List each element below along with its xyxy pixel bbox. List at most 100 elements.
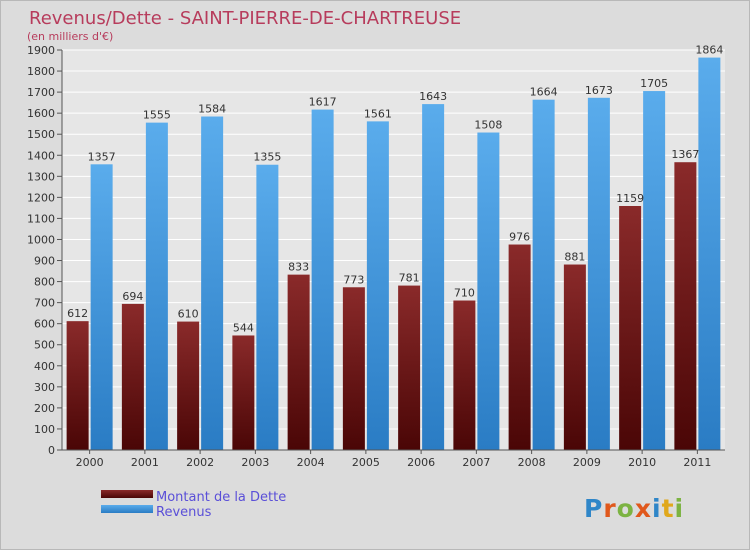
data-label: 1357	[88, 150, 116, 163]
y-tick-label: 900	[34, 255, 55, 268]
data-label: 1584	[198, 103, 226, 116]
bar-revenus	[90, 164, 113, 450]
bar-debt	[232, 335, 255, 450]
data-label: 1508	[474, 119, 502, 132]
logo-letter: o	[617, 494, 635, 523]
y-tick-label: 600	[34, 318, 55, 331]
data-label: 1367	[671, 148, 699, 161]
y-tick-label: 400	[34, 360, 55, 373]
y-tick-label: 1900	[27, 44, 55, 57]
data-label: 781	[399, 272, 420, 285]
bar-revenus	[366, 121, 389, 451]
chart-subtitle: (en milliers d'€)	[27, 30, 113, 43]
bar-revenus	[477, 132, 500, 451]
plot-area	[62, 50, 725, 450]
bar-debt	[177, 321, 200, 450]
bar-revenus	[256, 164, 279, 450]
legend-label-debt: Montant de la Dette	[156, 490, 286, 505]
y-tick-label: 800	[34, 276, 55, 289]
data-label: 833	[288, 261, 309, 274]
x-tick-label: 2004	[297, 456, 325, 469]
bar-debt	[453, 300, 476, 450]
data-label: 1561	[364, 107, 392, 120]
bars	[66, 57, 721, 451]
logo-letter: P	[584, 494, 603, 523]
bar-revenus	[145, 122, 168, 450]
bar-revenus	[532, 99, 555, 451]
chart-title: Revenus/Dette - SAINT-PIERRE-DE-CHARTREU…	[29, 8, 461, 29]
data-label: 710	[454, 287, 475, 300]
bar-debt	[66, 321, 89, 450]
bar-debt	[342, 287, 365, 450]
x-axis-ticks: 2000 2001 2002 2003 2004 2005 2006 2007 2008 2009…	[76, 450, 711, 469]
y-tick-label: 1000	[27, 233, 55, 246]
data-label: 1664	[530, 86, 558, 99]
y-axis-ticks: 0 100 200 300 400 500 600 700 800 900 1000 1100 1200…	[27, 44, 62, 457]
bar-debt	[619, 206, 642, 450]
y-tick-label: 1300	[27, 170, 55, 183]
data-label: 1159	[616, 192, 644, 205]
x-tick-label: 2008	[518, 456, 546, 469]
legend: Montant de la Dette Revenus	[101, 490, 286, 520]
grid-lines	[62, 49, 725, 451]
data-label: 1673	[585, 84, 613, 97]
x-tick-label: 2010	[628, 456, 656, 469]
x-tick-label: 2002	[186, 456, 214, 469]
data-label: 612	[67, 307, 88, 320]
x-tick-label: 2000	[76, 456, 104, 469]
bar-debt	[121, 303, 144, 450]
data-label: 976	[509, 231, 530, 244]
logo-letter: x	[635, 494, 652, 523]
x-tick-label: 2005	[352, 456, 380, 469]
bar-debt	[674, 162, 697, 451]
x-tick-label: 2006	[407, 456, 435, 469]
y-tick-label: 500	[34, 339, 55, 352]
data-label: 1864	[695, 44, 723, 57]
bar-revenus	[422, 104, 445, 451]
y-tick-label: 1800	[27, 65, 55, 78]
y-tick-label: 700	[34, 297, 55, 310]
y-tick-label: 200	[34, 402, 55, 415]
bar-revenus	[201, 116, 224, 451]
logo-letter: i	[675, 494, 685, 523]
legend-label-revenus: Revenus	[156, 505, 212, 520]
logo-letter: i	[652, 494, 662, 523]
y-tick-label: 1500	[27, 128, 55, 141]
data-labels: 612 1357 694 1555 610 1584 544 1355 833 1617 773 15…	[67, 44, 723, 335]
bar-revenus	[311, 109, 334, 450]
bar-revenus	[587, 97, 610, 450]
bar-debt	[563, 264, 586, 450]
y-tick-label: 0	[48, 444, 55, 457]
y-tick-label: 1100	[27, 212, 55, 225]
data-label: 694	[122, 290, 143, 303]
data-label: 1355	[253, 151, 281, 164]
bar-debt	[398, 285, 421, 450]
y-tick-label: 300	[34, 381, 55, 394]
x-tick-label: 2011	[683, 456, 711, 469]
bar-debt	[508, 244, 531, 450]
data-label: 881	[564, 251, 585, 264]
data-label: 1555	[143, 109, 171, 122]
legend-swatch-revenus	[101, 505, 153, 513]
proxiti-logo: Proxiti	[584, 494, 684, 523]
y-tick-label: 1200	[27, 191, 55, 204]
data-label: 1643	[419, 90, 447, 103]
data-label: 544	[233, 321, 254, 334]
logo-letter: t	[662, 494, 675, 523]
bar-revenus	[643, 91, 666, 450]
data-label: 610	[178, 308, 199, 321]
y-tick-label: 1700	[27, 86, 55, 99]
y-tick-label: 100	[34, 423, 55, 436]
y-tick-label: 1400	[27, 149, 55, 162]
x-tick-label: 2007	[462, 456, 490, 469]
x-tick-label: 2009	[573, 456, 601, 469]
data-label: 1705	[640, 77, 668, 90]
x-tick-label: 2003	[241, 456, 269, 469]
bar-revenus	[698, 57, 721, 450]
logo-letter: r	[603, 494, 616, 523]
data-label: 773	[343, 273, 364, 286]
bar-debt	[287, 274, 310, 450]
x-tick-label: 2001	[131, 456, 159, 469]
